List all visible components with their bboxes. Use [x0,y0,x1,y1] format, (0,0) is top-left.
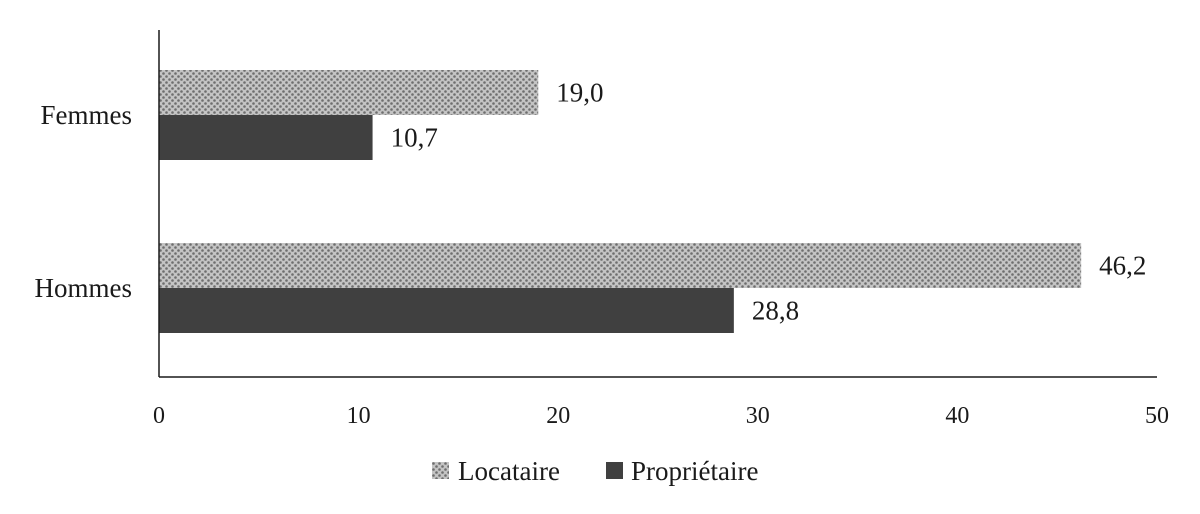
x-tick-label-0: 0 [153,403,165,429]
legend: Locataire Propriétaire [432,456,758,486]
bar-hommes-locataire [159,243,1082,288]
legend-swatch-locataire [432,462,449,479]
x-tick-label-20: 20 [546,403,570,429]
x-tick-label-10: 10 [347,403,371,429]
x-tick-label-30: 30 [746,403,770,429]
category-labels-group: Hommes Femmes [35,100,133,303]
x-ticks-group: 0 10 20 30 40 50 [153,403,1169,429]
category-label-hommes: Hommes [35,273,133,303]
legend-label-proprietaire: Propriétaire [631,456,758,486]
x-tick-label-40: 40 [945,403,969,429]
x-tick-label-50: 50 [1145,403,1169,429]
data-label-hommes-locataire: 46,2 [1099,251,1146,281]
bar-hommes-proprietaire [159,288,734,333]
legend-label-locataire: Locataire [458,456,560,486]
data-label-femmes-locataire: 19,0 [556,78,603,108]
data-label-hommes-proprietaire: 28,8 [752,296,799,326]
data-label-femmes-proprietaire: 10,7 [391,123,438,153]
bar-femmes-locataire [159,70,539,115]
bars-group [159,70,1082,333]
category-label-femmes: Femmes [41,100,133,130]
legend-swatch-proprietaire [606,462,623,479]
bar-femmes-proprietaire [159,115,373,160]
data-labels-group: 46,2 28,8 19,0 10,7 [391,78,1147,326]
